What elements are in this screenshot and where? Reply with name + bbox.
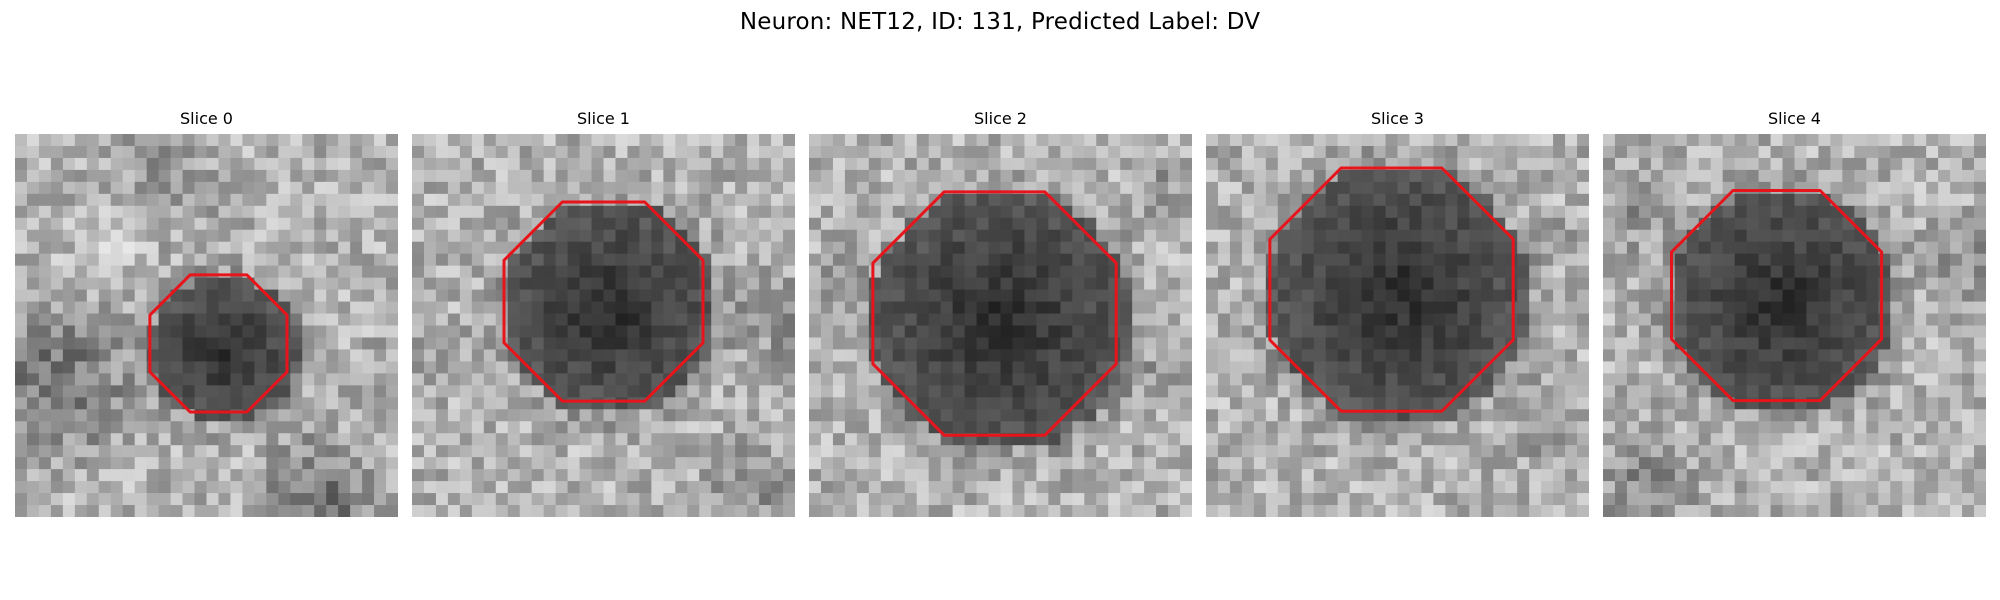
slice-title-4: Slice 4 — [1768, 109, 1821, 128]
slice-svg-4 — [1603, 134, 1986, 517]
slice-title-2: Slice 2 — [974, 109, 1027, 128]
slice-svg-0 — [15, 134, 398, 517]
slice-pixel-grid-3 — [1206, 134, 1589, 517]
slice-image-0 — [15, 134, 398, 517]
slice-image-4 — [1603, 134, 1986, 517]
slice-image-1 — [412, 134, 795, 517]
slice-pixel-grid-4 — [1603, 134, 1986, 517]
slice-svg-3 — [1206, 134, 1589, 517]
slice-svg-1 — [412, 134, 795, 517]
neuron-contour-0 — [148, 273, 289, 414]
slice-title-0: Slice 0 — [180, 109, 233, 128]
neuron-contour-4 — [1670, 189, 1884, 403]
neuron-contour-2 — [871, 190, 1118, 437]
figure-title: Neuron: NET12, ID: 131, Predicted Label:… — [739, 9, 1261, 35]
neuron-contour-1 — [502, 200, 705, 403]
slice-pixel-grid-2 — [809, 134, 1192, 517]
slice-title-1: Slice 1 — [577, 109, 630, 128]
slice-image-2 — [809, 134, 1192, 517]
neuron-contour-3 — [1268, 166, 1515, 413]
slice-image-3 — [1206, 134, 1589, 517]
slice-svg-2 — [809, 134, 1192, 517]
slice-title-3: Slice 3 — [1371, 109, 1424, 128]
slice-pixel-grid-1 — [412, 134, 795, 517]
slice-pixel-grid-0 — [15, 134, 398, 517]
